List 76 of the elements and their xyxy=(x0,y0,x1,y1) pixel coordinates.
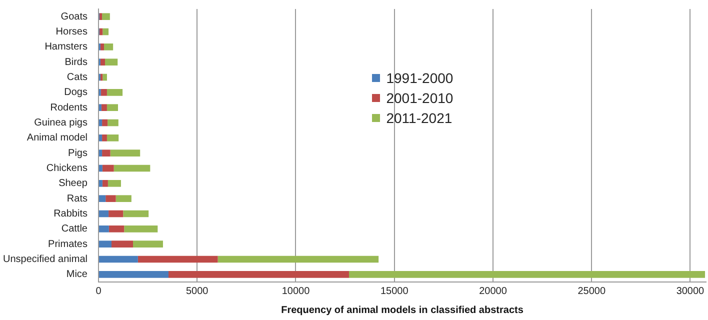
bar xyxy=(110,150,140,156)
y-tick-label: Sheep xyxy=(58,178,88,190)
x-tick-label: 30000 xyxy=(676,286,705,297)
y-tick-label: Unspecified animal xyxy=(2,254,88,265)
bar xyxy=(98,164,102,172)
y-tick-label: Rats xyxy=(66,193,88,204)
bar xyxy=(133,240,163,248)
y-tick-label: Guinea pigs xyxy=(34,118,88,128)
bar xyxy=(98,226,109,232)
bar xyxy=(100,44,104,50)
bar xyxy=(98,195,106,202)
bar xyxy=(98,119,102,126)
bar xyxy=(116,195,132,202)
y-tick-label: Animal model xyxy=(26,132,88,144)
y-tick-label: Pigs xyxy=(68,148,88,159)
y-tick-label: Chickens xyxy=(46,163,88,174)
bar xyxy=(106,134,119,142)
y-tick-label: Primates xyxy=(48,238,88,250)
bar xyxy=(138,256,218,263)
y-tick-label: Rabbits xyxy=(54,208,88,220)
bar xyxy=(102,150,110,156)
bar xyxy=(106,89,123,96)
y-tick-label: Goats xyxy=(60,11,88,22)
x-tick-label: 0 xyxy=(96,286,102,297)
bar xyxy=(102,134,107,142)
bar xyxy=(98,271,169,278)
bar xyxy=(102,28,109,36)
bar xyxy=(106,104,118,111)
x-tick-label: 5000 xyxy=(186,286,209,297)
bar xyxy=(102,74,107,81)
bar xyxy=(100,58,105,66)
bar xyxy=(108,210,124,218)
bar xyxy=(98,240,112,248)
bar xyxy=(102,119,108,126)
bar xyxy=(108,180,121,187)
bar xyxy=(124,226,158,232)
bar xyxy=(106,195,116,202)
y-tick-label: Dogs xyxy=(64,87,88,98)
bar xyxy=(348,271,706,278)
x-tick-label: 25000 xyxy=(578,286,606,297)
x-axis-title: Frequency of animal models in classified abstracts xyxy=(281,304,524,316)
y-tick-label: Rodents xyxy=(50,102,88,114)
bar xyxy=(168,271,349,278)
bar xyxy=(114,164,150,172)
legend-label: 2011-2021 xyxy=(386,110,452,126)
y-tick-label: Birds xyxy=(64,56,88,68)
x-tick-label: 15000 xyxy=(380,286,409,297)
bar xyxy=(99,28,103,36)
bar xyxy=(101,104,107,111)
y-tick-label: Mice xyxy=(66,269,88,280)
bar xyxy=(98,210,109,218)
y-tick-label: Cats xyxy=(66,72,88,83)
x-tick-label: 10000 xyxy=(282,286,310,297)
bar xyxy=(100,89,107,96)
bar xyxy=(112,240,134,248)
bar xyxy=(108,119,118,126)
legend-label: 1991-2000 xyxy=(386,70,454,86)
y-tick-label: Horses xyxy=(56,26,88,38)
bar xyxy=(218,256,379,263)
bar xyxy=(104,58,118,66)
y-tick-label: Cattle xyxy=(61,224,88,235)
legend-label: 2001-2010 xyxy=(386,90,454,106)
bar xyxy=(98,134,102,142)
bar xyxy=(102,164,114,172)
bar xyxy=(104,44,114,50)
bar xyxy=(108,226,124,232)
bar xyxy=(123,210,149,218)
bar xyxy=(98,180,102,187)
bar xyxy=(98,150,102,156)
y-tick-label: Hamsters xyxy=(44,42,88,53)
bar xyxy=(102,13,110,20)
bar xyxy=(99,13,102,20)
x-tick-label: 20000 xyxy=(479,286,508,297)
bar xyxy=(102,180,108,187)
bar xyxy=(98,104,102,111)
bar xyxy=(98,256,138,263)
